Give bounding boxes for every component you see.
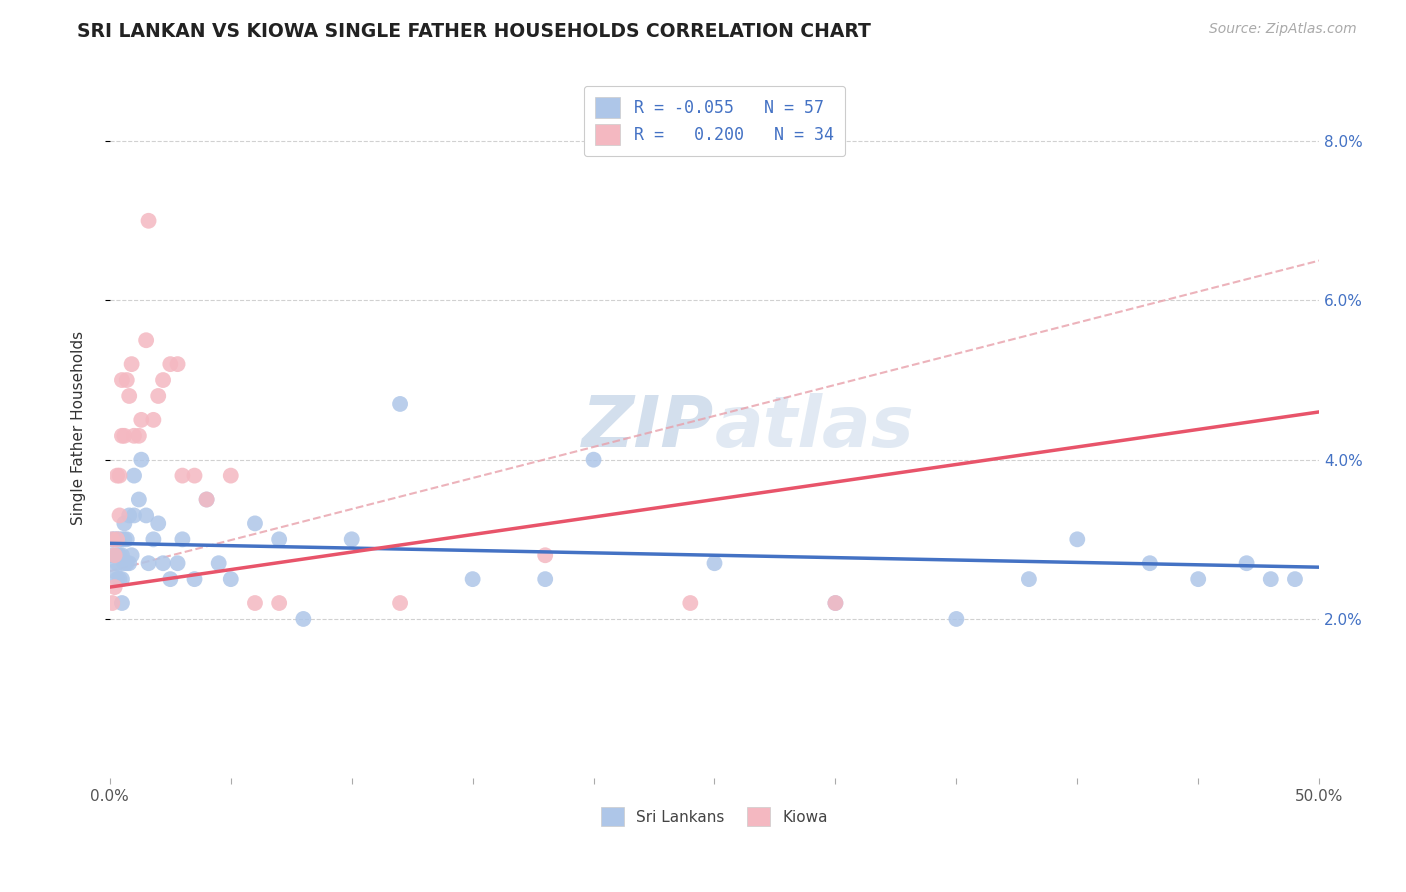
Point	[340, 533, 363, 547]
Point	[166, 357, 188, 371]
Point	[269, 596, 291, 610]
Point	[122, 508, 145, 523]
Text: Source: ZipAtlas.com: Source: ZipAtlas.com	[1209, 22, 1357, 37]
Point	[108, 548, 131, 562]
Point	[111, 596, 134, 610]
Point	[243, 596, 266, 610]
Point	[824, 596, 846, 610]
Point	[679, 596, 702, 610]
Y-axis label: Single Father Households: Single Father Households	[72, 331, 86, 524]
Point	[183, 468, 205, 483]
Point	[112, 516, 135, 531]
Point	[148, 389, 170, 403]
Point	[824, 596, 846, 610]
Point	[128, 492, 150, 507]
Point	[115, 373, 138, 387]
Point	[389, 596, 412, 610]
Point	[142, 413, 165, 427]
Point	[104, 548, 127, 562]
Point	[135, 508, 157, 523]
Legend: Sri Lankans, Kiowa: Sri Lankans, Kiowa	[593, 800, 835, 834]
Point	[101, 533, 124, 547]
Point	[115, 556, 138, 570]
Point	[104, 580, 127, 594]
Point	[121, 548, 143, 562]
Point	[118, 389, 141, 403]
Point	[292, 612, 315, 626]
Point	[945, 612, 967, 626]
Point	[104, 533, 127, 547]
Point	[1236, 556, 1258, 570]
Point	[105, 556, 128, 570]
Point	[105, 572, 128, 586]
Point	[118, 556, 141, 570]
Point	[148, 516, 170, 531]
Text: SRI LANKAN VS KIOWA SINGLE FATHER HOUSEHOLDS CORRELATION CHART: SRI LANKAN VS KIOWA SINGLE FATHER HOUSEH…	[77, 22, 872, 41]
Point	[105, 548, 128, 562]
Point	[534, 572, 557, 586]
Point	[105, 533, 128, 547]
Point	[101, 548, 124, 562]
Point	[152, 556, 174, 570]
Point	[534, 548, 557, 562]
Point	[108, 508, 131, 523]
Point	[118, 508, 141, 523]
Point	[1260, 572, 1282, 586]
Point	[208, 556, 231, 570]
Point	[122, 468, 145, 483]
Point	[269, 533, 291, 547]
Point	[112, 429, 135, 443]
Text: atlas: atlas	[714, 393, 914, 462]
Point	[138, 214, 160, 228]
Point	[104, 564, 127, 578]
Point	[111, 572, 134, 586]
Point	[195, 492, 218, 507]
Point	[172, 468, 194, 483]
Point	[122, 429, 145, 443]
Point	[159, 572, 181, 586]
Point	[1284, 572, 1306, 586]
Point	[219, 572, 242, 586]
Point	[1139, 556, 1161, 570]
Point	[703, 556, 725, 570]
Point	[142, 533, 165, 547]
Point	[582, 452, 605, 467]
Point	[108, 533, 131, 547]
Point	[111, 533, 134, 547]
Point	[243, 516, 266, 531]
Text: ZIP: ZIP	[582, 393, 714, 462]
Point	[111, 373, 134, 387]
Point	[1066, 533, 1088, 547]
Point	[152, 373, 174, 387]
Point	[183, 572, 205, 586]
Point	[108, 468, 131, 483]
Point	[112, 533, 135, 547]
Point	[166, 556, 188, 570]
Point	[1187, 572, 1209, 586]
Point	[105, 468, 128, 483]
Point	[111, 548, 134, 562]
Point	[389, 397, 412, 411]
Point	[195, 492, 218, 507]
Point	[159, 357, 181, 371]
Point	[112, 556, 135, 570]
Point	[105, 533, 128, 547]
Point	[128, 429, 150, 443]
Point	[115, 533, 138, 547]
Point	[172, 533, 194, 547]
Point	[101, 533, 124, 547]
Point	[108, 572, 131, 586]
Point	[219, 468, 242, 483]
Point	[461, 572, 484, 586]
Point	[121, 357, 143, 371]
Point	[1018, 572, 1040, 586]
Point	[101, 596, 124, 610]
Point	[111, 429, 134, 443]
Point	[135, 333, 157, 347]
Point	[138, 556, 160, 570]
Point	[129, 452, 152, 467]
Point	[129, 413, 152, 427]
